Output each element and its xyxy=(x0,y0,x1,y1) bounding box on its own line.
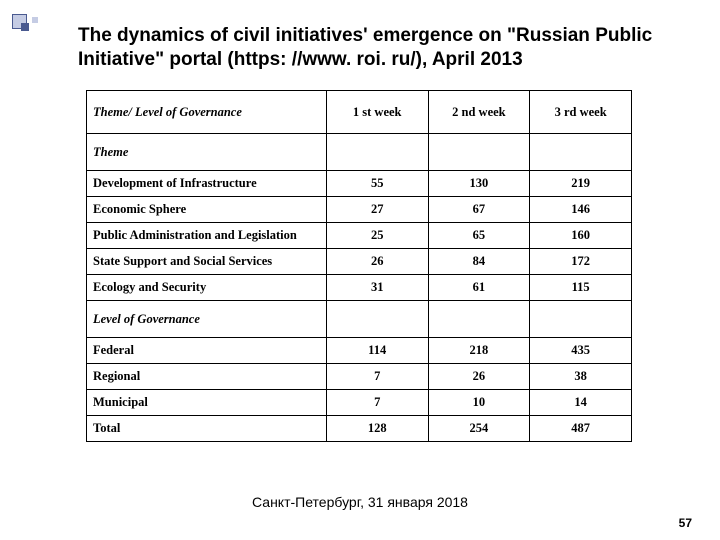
footer-text: Санкт-Петербург, 31 января 2018 xyxy=(0,494,720,510)
cell: 55 xyxy=(326,171,428,197)
cell: 487 xyxy=(530,416,632,442)
cell: 172 xyxy=(530,249,632,275)
section-label: Level of Governance xyxy=(87,301,327,338)
header-col-3: 3 rd week xyxy=(530,91,632,134)
row-label: Regional xyxy=(87,364,327,390)
cell: 146 xyxy=(530,197,632,223)
header-rowhead: Theme/ Level of Governance xyxy=(87,91,327,134)
cell: 61 xyxy=(428,275,530,301)
row-label: Economic Sphere xyxy=(87,197,327,223)
row-label: Total xyxy=(87,416,327,442)
table-row: Federal 114 218 435 xyxy=(87,338,632,364)
cell: 26 xyxy=(326,249,428,275)
cell: 67 xyxy=(428,197,530,223)
slide: The dynamics of civil initiatives' emerg… xyxy=(0,0,720,540)
cell: 254 xyxy=(428,416,530,442)
cell: 7 xyxy=(326,390,428,416)
cell: 27 xyxy=(326,197,428,223)
cell: 25 xyxy=(326,223,428,249)
section-label: Theme xyxy=(87,134,327,171)
row-label: Ecology and Security xyxy=(87,275,327,301)
cell: 26 xyxy=(428,364,530,390)
table-row: Municipal 7 10 14 xyxy=(87,390,632,416)
row-label: State Support and Social Services xyxy=(87,249,327,275)
data-table: Theme/ Level of Governance 1 st week 2 n… xyxy=(86,90,632,442)
page-number: 57 xyxy=(679,516,692,530)
cell: 218 xyxy=(428,338,530,364)
row-label: Federal xyxy=(87,338,327,364)
deco-square-small xyxy=(32,17,38,23)
table-row: Public Administration and Legislation 25… xyxy=(87,223,632,249)
cell: 114 xyxy=(326,338,428,364)
table-row: State Support and Social Services 26 84 … xyxy=(87,249,632,275)
table-header-row: Theme/ Level of Governance 1 st week 2 n… xyxy=(87,91,632,134)
row-label: Development of Infrastructure xyxy=(87,171,327,197)
section-row-governance: Level of Governance xyxy=(87,301,632,338)
cell: 10 xyxy=(428,390,530,416)
cell: 38 xyxy=(530,364,632,390)
section-row-theme: Theme xyxy=(87,134,632,171)
cell: 435 xyxy=(530,338,632,364)
table-row: Economic Sphere 27 67 146 xyxy=(87,197,632,223)
cell: 160 xyxy=(530,223,632,249)
cell: 84 xyxy=(428,249,530,275)
cell: 14 xyxy=(530,390,632,416)
cell: 115 xyxy=(530,275,632,301)
cell: 219 xyxy=(530,171,632,197)
table-row: Regional 7 26 38 xyxy=(87,364,632,390)
cell: 65 xyxy=(428,223,530,249)
cell: 7 xyxy=(326,364,428,390)
row-label: Municipal xyxy=(87,390,327,416)
cell: 128 xyxy=(326,416,428,442)
deco-square-mid xyxy=(21,23,29,31)
table-row: Total 128 254 487 xyxy=(87,416,632,442)
header-col-1: 1 st week xyxy=(326,91,428,134)
header-col-2: 2 nd week xyxy=(428,91,530,134)
row-label: Public Administration and Legislation xyxy=(87,223,327,249)
cell: 130 xyxy=(428,171,530,197)
table-row: Development of Infrastructure 55 130 219 xyxy=(87,171,632,197)
table-row: Ecology and Security 31 61 115 xyxy=(87,275,632,301)
slide-title: The dynamics of civil initiatives' emerg… xyxy=(78,24,670,72)
data-table-container: Theme/ Level of Governance 1 st week 2 n… xyxy=(86,90,632,442)
cell: 31 xyxy=(326,275,428,301)
